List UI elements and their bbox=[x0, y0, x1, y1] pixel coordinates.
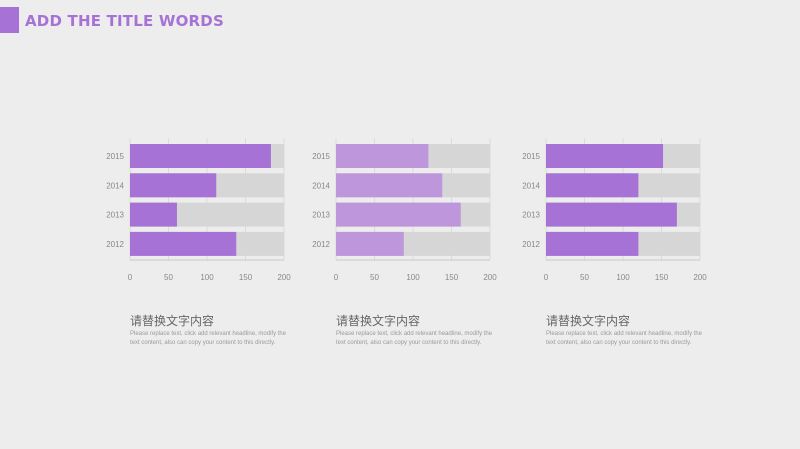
caption-body-2: Please replace text, click add relevant … bbox=[336, 331, 493, 346]
caption-title-1: 请替换文字内容 bbox=[130, 314, 215, 328]
bar bbox=[336, 173, 443, 198]
bar bbox=[130, 144, 271, 168]
bar-chart-3: 2015 2014 2013 2012 0 50 100 150 200 bbox=[522, 138, 707, 282]
bar bbox=[546, 144, 664, 168]
caption-body-1: Please replace text, click add relevant … bbox=[130, 331, 287, 346]
x-tick-label: 100 bbox=[406, 273, 420, 282]
x-tick-label: 200 bbox=[693, 273, 707, 282]
caption-title-3: 请替换文字内容 bbox=[546, 314, 631, 328]
slide-title: ADD THE TITLE WORDS bbox=[25, 12, 224, 30]
bar-chart-1: 2015 2014 2013 2012 0 50 100 150 200 bbox=[106, 138, 291, 282]
x-tick-label: 200 bbox=[483, 273, 497, 282]
bar bbox=[130, 202, 177, 227]
bar bbox=[130, 231, 237, 256]
bar bbox=[546, 202, 677, 227]
bar bbox=[336, 202, 461, 227]
x-tick-label: 0 bbox=[128, 273, 133, 282]
x-tick-label: 100 bbox=[200, 273, 214, 282]
bar bbox=[336, 144, 429, 168]
category-tick-label: 2013 bbox=[522, 211, 540, 220]
category-tick-label: 2013 bbox=[106, 211, 124, 220]
x-tick-label: 50 bbox=[580, 273, 589, 282]
category-tick-label: 2012 bbox=[312, 240, 330, 249]
category-tick-label: 2012 bbox=[522, 240, 540, 249]
x-tick-label: 150 bbox=[655, 273, 669, 282]
title-accent-block bbox=[0, 7, 19, 33]
category-tick-label: 2014 bbox=[106, 181, 124, 190]
category-tick-label: 2015 bbox=[106, 152, 124, 161]
category-tick-label: 2012 bbox=[106, 240, 124, 249]
bar bbox=[546, 231, 639, 256]
x-tick-label: 0 bbox=[544, 273, 549, 282]
category-tick-label: 2015 bbox=[312, 152, 330, 161]
bar bbox=[336, 231, 404, 256]
category-tick-label: 2014 bbox=[522, 181, 540, 190]
bar bbox=[546, 173, 639, 198]
category-tick-label: 2013 bbox=[312, 211, 330, 220]
category-tick-label: 2014 bbox=[312, 181, 330, 190]
x-tick-label: 50 bbox=[164, 273, 173, 282]
x-tick-label: 200 bbox=[277, 273, 291, 282]
x-tick-label: 50 bbox=[370, 273, 379, 282]
x-tick-label: 100 bbox=[616, 273, 630, 282]
caption-body-3: Please replace text, click add relevant … bbox=[546, 331, 703, 346]
x-tick-label: 150 bbox=[445, 273, 459, 282]
bar-chart-2: 2015 2014 2013 2012 0 50 100 150 200 bbox=[312, 138, 497, 282]
x-tick-label: 150 bbox=[239, 273, 253, 282]
category-tick-label: 2015 bbox=[522, 152, 540, 161]
bar bbox=[130, 173, 217, 198]
caption-title-2: 请替换文字内容 bbox=[336, 314, 421, 328]
x-tick-label: 0 bbox=[334, 273, 339, 282]
